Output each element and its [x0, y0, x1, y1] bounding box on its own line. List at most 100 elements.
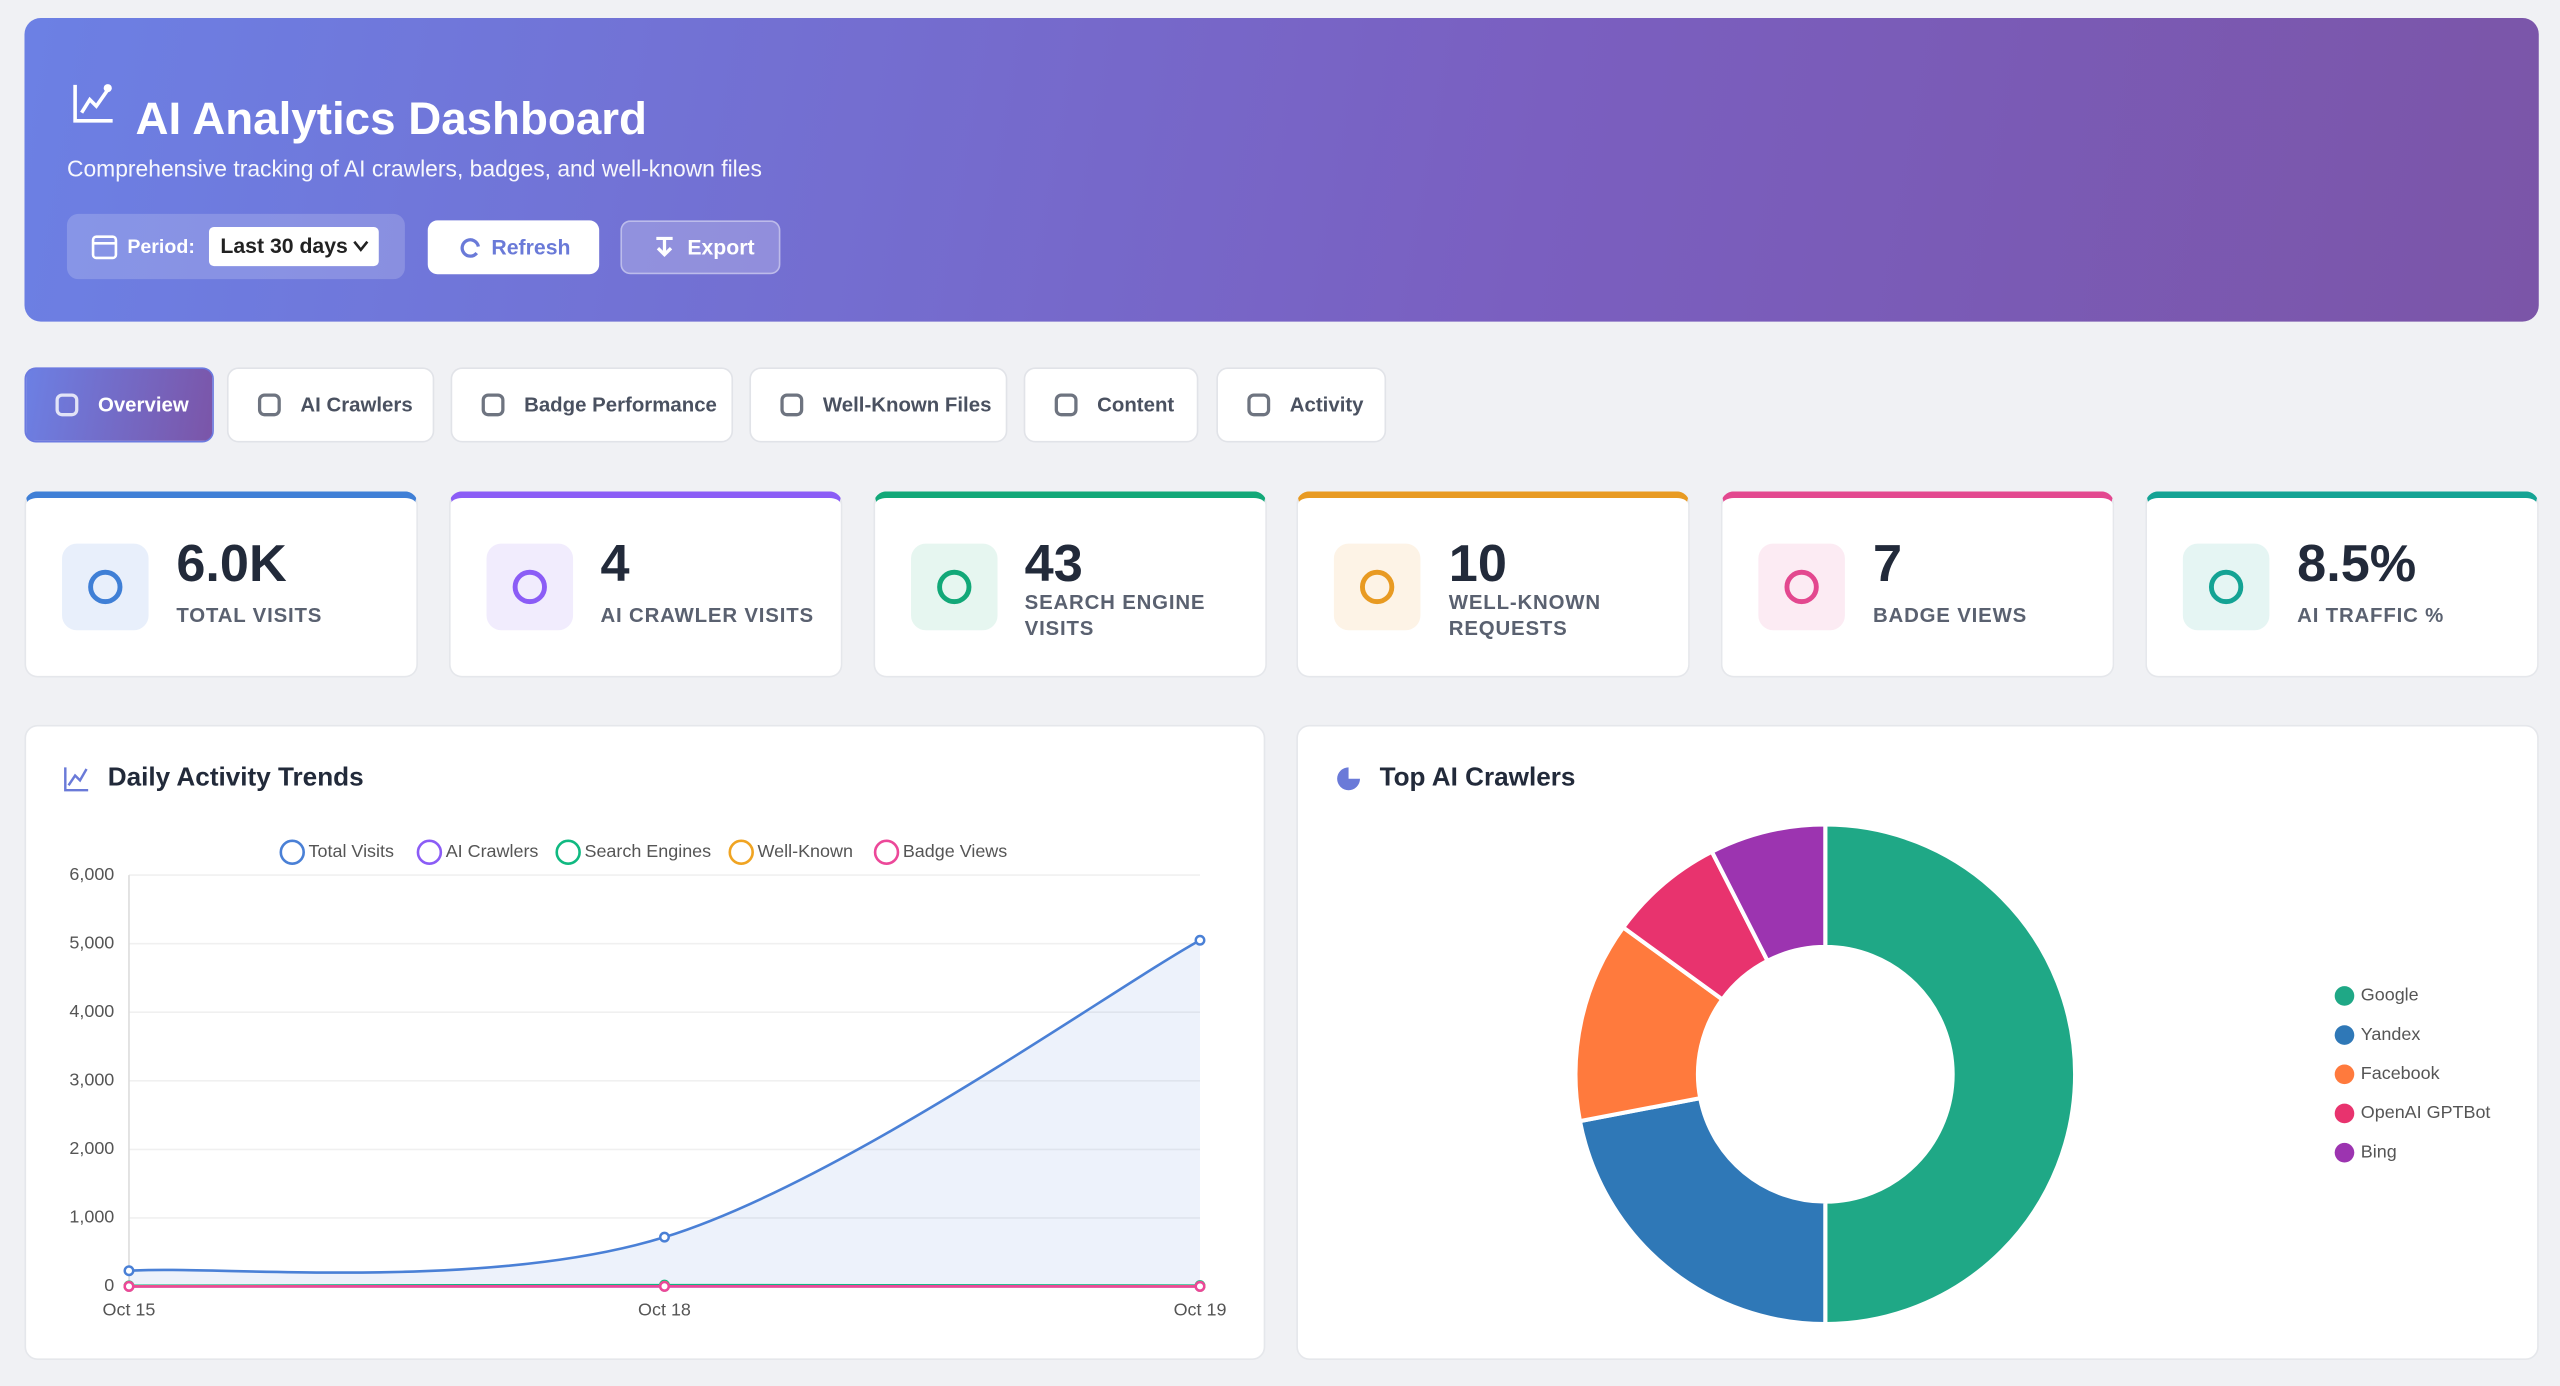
crawler-card: Top AI Crawlers Google Yandex Facebook OpenA… — [1296, 724, 2539, 1360]
subtitle: Comprehensive tracking of AI crawlers, b… — [66, 155, 762, 182]
slice — [1709, 822, 1828, 964]
legend-swatch — [2334, 1103, 2355, 1124]
stat-icon — [910, 543, 997, 631]
tab-icon — [1054, 393, 1078, 417]
title-icon — [64, 767, 89, 792]
stat-icon — [486, 543, 573, 631]
point — [659, 1231, 670, 1243]
slice — [1823, 822, 2078, 1327]
tab-icon — [1247, 393, 1271, 417]
slice — [1577, 1095, 1828, 1327]
legend-label: Google — [2361, 985, 2419, 1005]
stat-icon — [1334, 543, 1422, 631]
calendar-icon — [91, 235, 118, 260]
x-tick-label: Oct 19 — [1174, 1300, 1227, 1320]
export-button[interactable]: Export — [620, 220, 781, 275]
chevron — [353, 240, 369, 252]
stat-card: 4 AI CRAWLER VISITS — [448, 491, 843, 678]
stat-value: 4 — [600, 533, 630, 593]
tab-icon — [55, 393, 79, 417]
y-tick-label: 6,000 — [69, 864, 114, 884]
header-icon — [73, 84, 113, 123]
legend-label: OpenAI GPTBot — [2361, 1102, 2491, 1122]
chart-title: Top AI Crawlers — [1380, 762, 1576, 792]
legend-label: Facebook — [2361, 1063, 2440, 1083]
legend-swatch — [873, 839, 900, 865]
y-tick-label: 1,000 — [69, 1207, 114, 1227]
tab-label: Badge Performance — [524, 393, 717, 417]
stat-card: 7 BADGE VIEWS — [1721, 491, 2115, 678]
tab-label: Content — [1097, 393, 1175, 417]
tab[interactable]: Content — [1023, 367, 1199, 443]
legend-label: AI Crawlers — [446, 841, 539, 861]
period-label: Period: — [127, 235, 195, 258]
point — [659, 1280, 670, 1292]
legend-swatch — [416, 839, 443, 865]
point — [123, 1265, 135, 1277]
title: AI Analytics Dashboard — [135, 93, 647, 144]
y-tick-label: 5,000 — [69, 932, 114, 952]
tab-label: Activity — [1289, 393, 1364, 417]
stat-icon — [1758, 543, 1846, 631]
legend-swatch — [279, 839, 305, 865]
stat-icon-glyph — [2208, 569, 2244, 605]
point — [1194, 1280, 1206, 1292]
legend-swatch — [2334, 1064, 2355, 1085]
y-tick-label: 2,000 — [69, 1138, 114, 1158]
stat-icon-glyph — [1784, 569, 1820, 605]
legend-label: Bing — [2361, 1141, 2397, 1161]
tab-label: AI Crawlers — [300, 393, 413, 417]
title-icon — [1337, 767, 1360, 791]
tab[interactable]: Badge Performance — [450, 367, 734, 443]
y-tick-label: 3,000 — [69, 1070, 114, 1090]
point — [1194, 934, 1206, 946]
stat-value: 43 — [1024, 533, 1083, 593]
stat-value: 10 — [1448, 533, 1507, 593]
point — [123, 1280, 135, 1292]
refresh-button[interactable]: Refresh — [427, 220, 600, 275]
stat-card: 8.5% AI TRAFFIC % — [2145, 491, 2539, 678]
stat-value: 7 — [1872, 533, 1903, 593]
tab[interactable]: Well-Known Files — [749, 367, 1008, 443]
stat-icon-glyph — [512, 569, 547, 605]
legend-label: Badge Views — [903, 841, 1007, 861]
refresh-icon — [460, 238, 480, 258]
x-tick-label: Oct 18 — [638, 1300, 691, 1320]
tab[interactable]: AI Crawlers — [226, 367, 435, 443]
stat-label: SEARCH ENGINE VISITS — [1024, 591, 1206, 640]
period-value: Last 30 days — [220, 233, 348, 258]
stat-card: 6.0K TOTAL VISITS — [24, 491, 418, 678]
tab-icon — [780, 393, 804, 417]
legend-swatch — [2334, 1142, 2355, 1163]
tab-icon — [257, 393, 281, 417]
stat-label: WELL-KNOWN REQUESTS — [1448, 591, 1601, 640]
tab[interactable]: Overview — [24, 367, 214, 443]
crawler-chart: Top AI Crawlers Google Yandex Facebook OpenA… — [1337, 762, 2491, 1327]
legend-label: Search Engines — [584, 841, 711, 861]
area — [128, 940, 1200, 1287]
legend-swatch — [2334, 1025, 2355, 1045]
period-control: Period: Last 30 days — [66, 213, 405, 280]
trend-chart: Daily Activity Trends 0 1,000 2,000 3,000 4,0… — [64, 762, 1227, 1320]
refresh-label: Refresh — [491, 235, 571, 260]
legend-label: Total Visits — [309, 841, 394, 861]
stat-icon — [2182, 543, 2270, 631]
stat-icon-glyph — [936, 569, 971, 605]
stat-label: BADGE VIEWS — [1872, 604, 2028, 627]
trend-card: Daily Activity Trends 0 1,000 2,000 3,000 4,0… — [24, 724, 1266, 1360]
period-select[interactable]: Last 30 days — [208, 226, 379, 267]
stat-icon-glyph — [1360, 569, 1395, 605]
tab[interactable]: Activity — [1216, 367, 1387, 443]
legend-swatch — [728, 839, 754, 865]
y-tick-label: 4,000 — [69, 1001, 114, 1021]
stat-icon — [62, 543, 149, 631]
legend-label: Yandex — [2361, 1024, 2421, 1044]
tab-label: Overview — [97, 393, 189, 417]
x-tick-label: Oct 15 — [103, 1300, 156, 1320]
stat-icon-glyph — [88, 569, 123, 605]
stat-value: 8.5% — [2297, 533, 2417, 593]
chart-title: Daily Activity Trends — [108, 762, 364, 792]
tab-label: Well-Known Files — [822, 393, 992, 417]
